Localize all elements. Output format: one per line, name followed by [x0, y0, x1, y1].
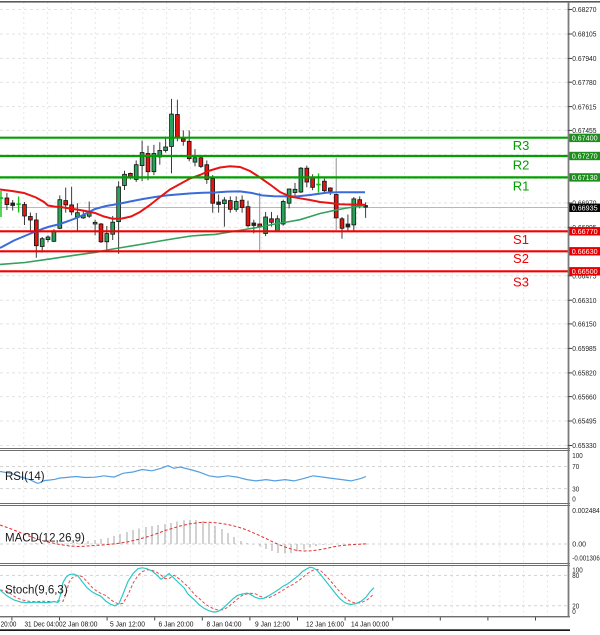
svg-text:S1: S1	[513, 232, 529, 247]
svg-text:0.67780: 0.67780	[572, 78, 596, 87]
svg-text:12 Jan 16:00: 12 Jan 16:00	[306, 620, 344, 629]
svg-text:80: 80	[572, 571, 579, 580]
svg-text:0.65820: 0.65820	[572, 369, 596, 378]
svg-text:0.66500: 0.66500	[572, 267, 598, 276]
svg-text:0.65330: 0.65330	[572, 441, 596, 450]
svg-text:-0.001306: -0.001306	[572, 554, 599, 563]
svg-text:0.68105: 0.68105	[572, 30, 596, 39]
svg-text:Stoch(9,6,3): Stoch(9,6,3)	[5, 585, 68, 597]
svg-text:0.66630: 0.66630	[572, 247, 598, 256]
svg-text:0.66970: 0.66970	[572, 199, 596, 208]
svg-text:0.67940: 0.67940	[572, 54, 596, 63]
svg-text:R2: R2	[513, 157, 530, 172]
svg-text:0.66310: 0.66310	[572, 296, 596, 305]
svg-text:0: 0	[572, 495, 576, 504]
svg-text:0: 0	[572, 607, 576, 616]
svg-text:5 Jan 12:00: 5 Jan 12:00	[110, 620, 145, 629]
svg-text:9 Jan 12:00: 9 Jan 12:00	[255, 620, 290, 629]
svg-text:0.67130: 0.67130	[572, 173, 598, 182]
svg-text:S3: S3	[513, 274, 529, 289]
svg-text:0.67270: 0.67270	[572, 152, 598, 161]
svg-text:31 Dec 04:00: 31 Dec 04:00	[25, 620, 63, 629]
svg-text:20: 20	[572, 602, 579, 611]
svg-text:0.67455: 0.67455	[572, 126, 596, 135]
svg-text:0.65985: 0.65985	[572, 344, 596, 353]
svg-text:MACD(12,26,9): MACD(12,26,9)	[5, 533, 85, 545]
svg-text:100: 100	[572, 566, 582, 575]
svg-text:70: 70	[572, 462, 579, 471]
svg-text:14 Jan 00:00: 14 Jan 00:00	[351, 620, 389, 629]
svg-text:0.002484: 0.002484	[572, 506, 599, 515]
svg-text:20:00: 20:00	[1, 620, 17, 629]
svg-text:RSI(14): RSI(14)	[5, 471, 45, 483]
svg-text:6 Jan 20:00: 6 Jan 20:00	[159, 620, 194, 629]
svg-text:0.68270: 0.68270	[572, 5, 596, 14]
svg-text:S2: S2	[513, 251, 529, 266]
svg-text:0.65495: 0.65495	[572, 417, 596, 426]
svg-text:0.66475: 0.66475	[572, 272, 596, 281]
svg-text:R1: R1	[513, 179, 530, 194]
svg-text:0.67400: 0.67400	[572, 134, 598, 143]
svg-text:0.67615: 0.67615	[572, 102, 596, 111]
svg-text:100: 100	[572, 451, 582, 460]
svg-text:8 Jan 04:00: 8 Jan 04:00	[207, 620, 242, 629]
svg-text:2 Jan 08:00: 2 Jan 08:00	[63, 620, 98, 629]
svg-text:0.66150: 0.66150	[572, 320, 596, 329]
svg-text:0.66770: 0.66770	[572, 227, 598, 236]
svg-text:30: 30	[572, 484, 579, 493]
svg-text:0.66935: 0.66935	[572, 204, 598, 213]
svg-text:R3: R3	[513, 138, 530, 153]
svg-text:0.65660: 0.65660	[572, 392, 596, 401]
svg-text:0.00: 0.00	[572, 540, 586, 549]
